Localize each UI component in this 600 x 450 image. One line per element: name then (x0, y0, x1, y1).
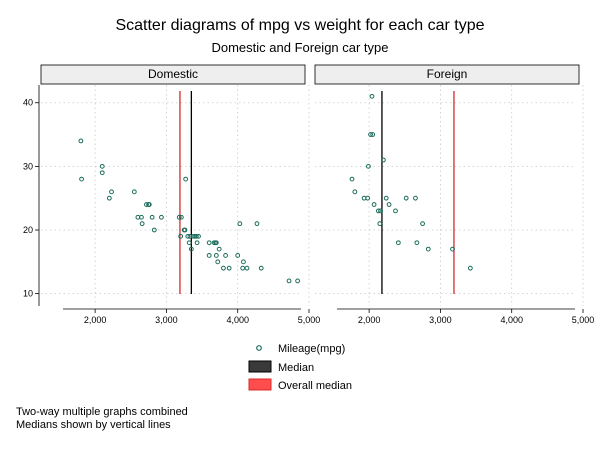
data-point (206, 240, 212, 246)
data-point (368, 132, 373, 137)
data-point (395, 240, 401, 246)
note-line-2: Medians shown by vertical lines (16, 419, 171, 431)
data-point (380, 157, 386, 163)
data-point (393, 208, 398, 214)
data-point (178, 214, 184, 220)
data-point (79, 176, 84, 182)
data-point (106, 195, 112, 201)
data-point (176, 214, 182, 220)
x-tick-label: 3,000 (429, 315, 452, 325)
data-point (386, 202, 392, 207)
data-point (286, 278, 292, 284)
data-point (241, 259, 246, 265)
data-point (223, 253, 228, 258)
x-tick-label: 2,000 (84, 315, 107, 325)
data-point (371, 202, 377, 207)
data-point (254, 221, 260, 227)
x-tick-label: 4,000 (226, 315, 249, 325)
data-point (186, 240, 192, 246)
data-point (109, 189, 114, 195)
data-point (420, 221, 425, 227)
data-point (414, 240, 420, 246)
x-tick-label: 3,000 (155, 315, 178, 325)
data-point (151, 227, 157, 233)
note-line-1: Two-way multiple graphs combined (16, 406, 188, 418)
data-point (370, 132, 376, 137)
data-point (349, 176, 355, 182)
data-point (425, 246, 431, 252)
data-point (258, 265, 264, 271)
legend-point-symbol (256, 345, 262, 351)
data-point (139, 214, 144, 220)
data-point (196, 233, 201, 239)
panel-strip-label: Foreign (427, 67, 468, 81)
data-point (178, 233, 184, 239)
data-point (378, 208, 383, 214)
legend-label-median: Median (278, 362, 314, 374)
x-tick-label: 2,000 (358, 315, 381, 325)
legend-label-overall-median: Overall median (278, 380, 352, 392)
data-point (206, 253, 212, 258)
data-point (78, 138, 84, 144)
data-point (216, 246, 222, 252)
data-point (226, 265, 232, 271)
chart-subtitle: Domestic and Foreign car type (211, 40, 388, 55)
data-point (213, 253, 219, 258)
panel-strip (40, 64, 306, 85)
data-point (149, 214, 155, 220)
x-tick-label: 4,000 (500, 315, 523, 325)
data-point (159, 214, 164, 220)
data-point (182, 227, 188, 233)
data-point (185, 233, 191, 239)
x-tick-label: 5,000 (572, 315, 595, 325)
data-point (99, 163, 105, 169)
plot-layer: Domestic 2,000 3,000 4,000 5,000 10 20 30 40 Fore… (23, 64, 595, 325)
data-point (146, 202, 152, 207)
data-point (365, 195, 371, 201)
data-point (369, 93, 375, 99)
data-point (183, 176, 189, 182)
data-point (237, 221, 243, 227)
data-point (413, 195, 418, 201)
chart-title: Scatter diagrams of mpg vs weight for ea… (115, 17, 484, 34)
x-tick-label: 5,000 (298, 315, 321, 325)
data-point (194, 240, 200, 246)
data-point (377, 221, 383, 227)
data-point (403, 195, 409, 201)
y-tick-label: 10 (23, 289, 33, 299)
legend-label-mileage: Mileage(mpg) (278, 343, 345, 355)
panel-domestic: Domestic 2,000 3,000 4,000 5,000 10 20 30 40 (23, 64, 321, 325)
data-point (235, 253, 241, 258)
data-point (188, 246, 194, 252)
data-point (139, 221, 145, 227)
legend: Mileage(mpg) Median Overall median (248, 343, 352, 392)
data-point (383, 195, 389, 201)
data-point (244, 265, 250, 271)
y-tick-label: 30 (23, 161, 33, 171)
legend-median-swatch (248, 360, 272, 373)
data-point (144, 202, 149, 207)
y-tick-label: 40 (23, 98, 33, 108)
panel-strip-label: Domestic (148, 67, 198, 81)
data-point (193, 233, 199, 239)
data-point (467, 265, 473, 271)
data-point (352, 189, 358, 195)
data-point (450, 246, 455, 252)
y-tick-label: 20 (23, 225, 33, 235)
data-point (295, 278, 300, 284)
data-point (215, 259, 221, 265)
panel-foreign: Foreign 2,000 3,000 4,000 5,000 (314, 64, 595, 325)
data-point (213, 240, 219, 246)
data-point (131, 189, 137, 195)
data-point (375, 208, 381, 214)
legend-overall-median-swatch (248, 378, 272, 391)
data-point (365, 163, 371, 169)
data-point (221, 265, 226, 271)
data-point (99, 170, 105, 176)
panel-strip (314, 64, 580, 85)
